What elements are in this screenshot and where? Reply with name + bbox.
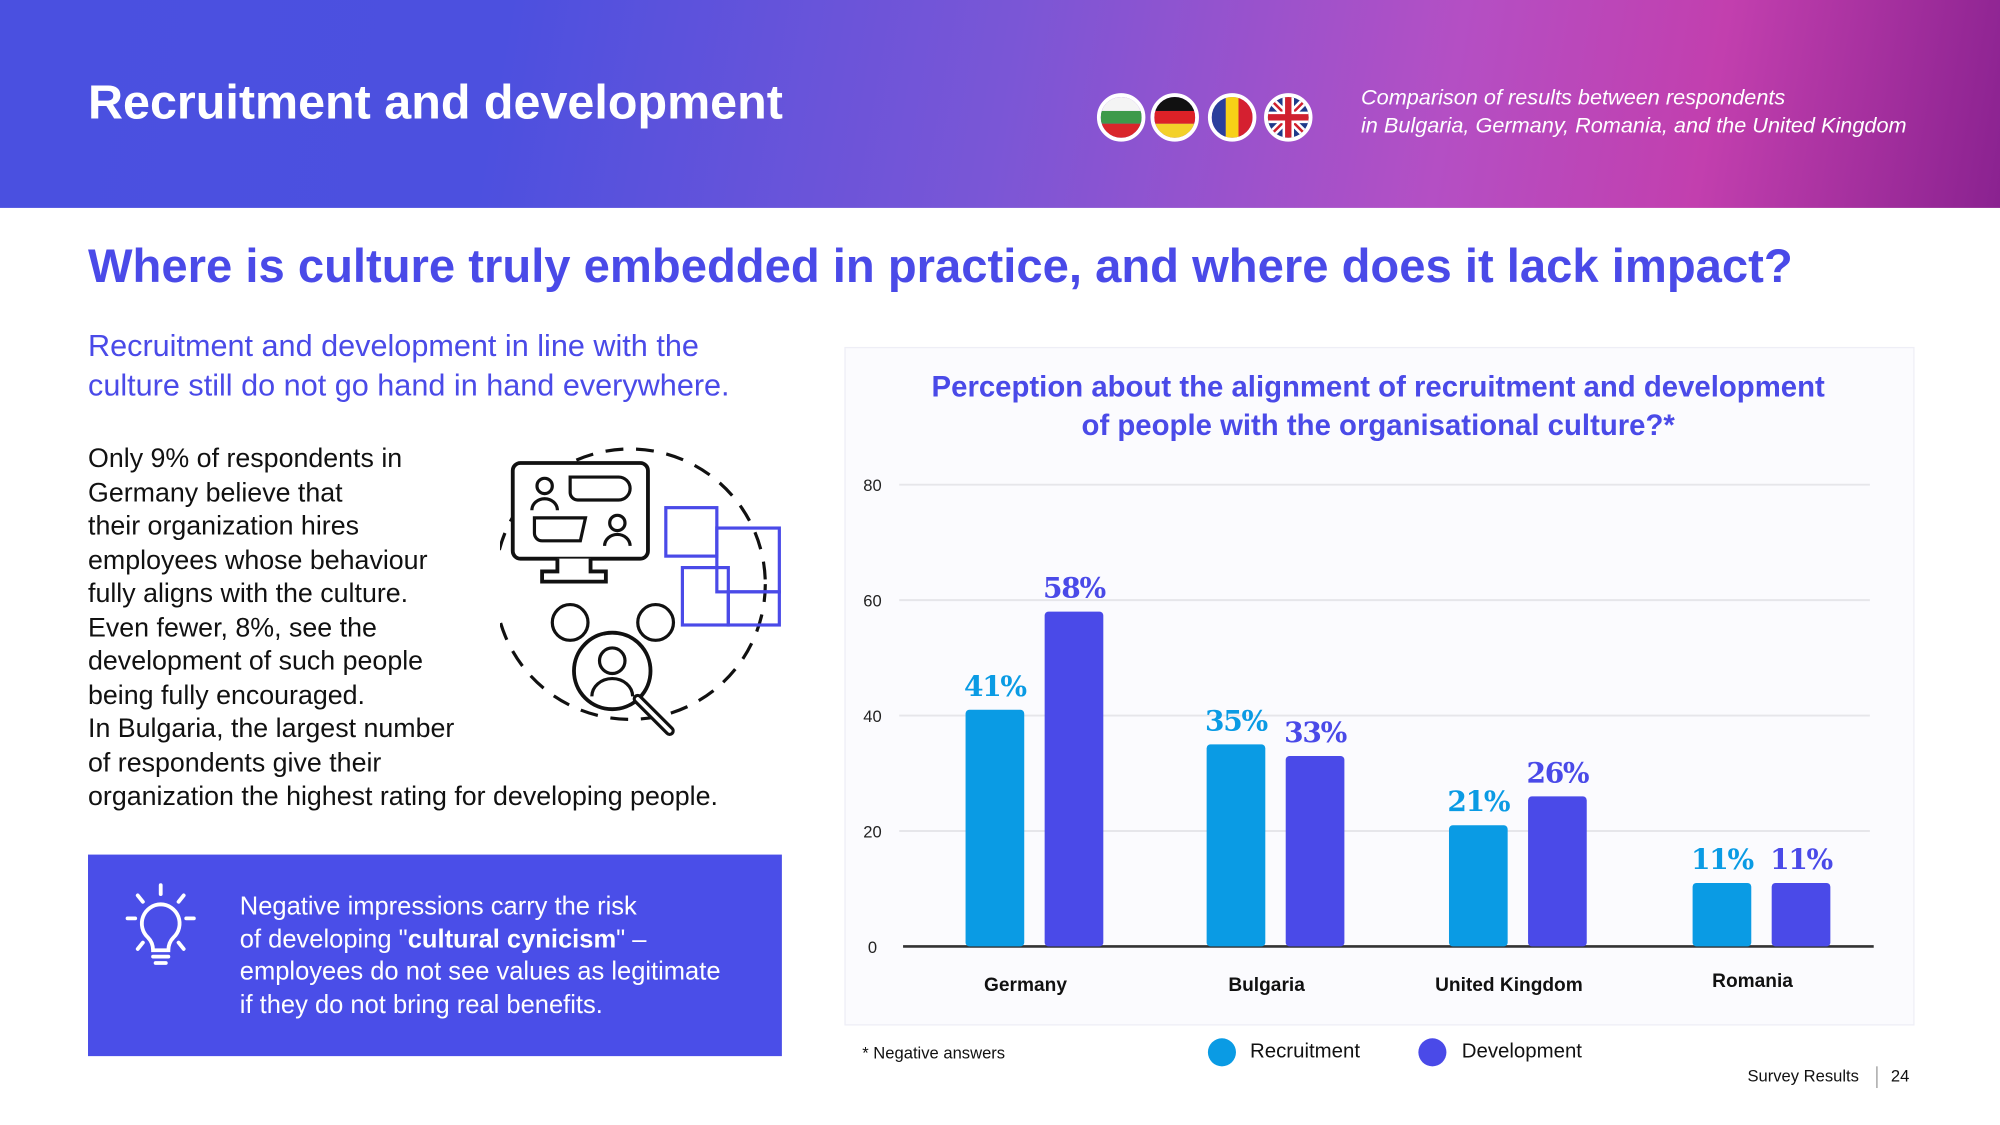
body-line: In Bulgaria, the largest number xyxy=(88,714,455,744)
header-subtitle: Comparison of results between respondent… xyxy=(1361,84,1907,140)
bar-recruitment-romania xyxy=(1692,882,1752,947)
chart-title-line: of people with the organisational cultur… xyxy=(1081,408,1675,442)
bar-recruitment-bulgaria xyxy=(1206,744,1266,947)
data-label: 11% xyxy=(1691,843,1753,876)
page-footer: Survey Results 24 xyxy=(1747,1066,1910,1089)
germany-flag-icon xyxy=(1150,93,1199,142)
callout-line: if they do not bring real benefits. xyxy=(239,990,603,1019)
callout-line: Negative impressions carry the risk xyxy=(239,892,637,921)
bulgaria-flag-icon xyxy=(1096,93,1146,142)
uk-flag-icon xyxy=(1264,93,1313,142)
intro-line: Recruitment and development in line with… xyxy=(88,329,699,364)
x-tick-label: Bulgaria xyxy=(1228,975,1305,996)
callout-text: Negative impressions carry the risk of d… xyxy=(240,892,721,1022)
legend-development-swatch xyxy=(1418,1038,1447,1067)
x-tick-label: United Kingdom xyxy=(1435,975,1583,996)
romania-flag-icon xyxy=(1207,93,1257,142)
body-line: Even fewer, 8%, see the xyxy=(88,612,377,643)
body-text: Only 9% of respondents in Germany believ… xyxy=(88,443,718,815)
chart-title: Perception about the alignment of recrui… xyxy=(844,367,1912,444)
y-tick-label: 0 xyxy=(868,938,877,957)
body-line: being fully encouraged. xyxy=(88,680,366,710)
body-line: Only 9% of respondents in xyxy=(88,443,403,474)
x-tick-label: Germany xyxy=(984,975,1067,996)
data-label: 21% xyxy=(1447,785,1509,818)
subtitle-line: in Bulgaria, Germany, Romania, and the U… xyxy=(1360,113,1907,138)
body-line: development of such people xyxy=(88,646,424,677)
body-line: employees whose behaviour xyxy=(88,545,428,575)
intro-line: culture still do not go hand in hand eve… xyxy=(88,368,730,404)
y-tick-label: 20 xyxy=(863,822,881,841)
bar-development-united-kingdom xyxy=(1528,796,1587,947)
bar-development-romania xyxy=(1771,882,1831,947)
data-label: 33% xyxy=(1284,716,1346,749)
header-banner xyxy=(0,0,2000,208)
intro-text: Recruitment and development in line with… xyxy=(88,327,730,406)
y-tick-label: 40 xyxy=(863,707,881,726)
callout-text-part: of developing " xyxy=(239,925,408,954)
data-label: 58% xyxy=(1043,572,1105,605)
bar-recruitment-united-kingdom xyxy=(1448,825,1508,947)
chart-footnote: * Negative answers xyxy=(862,1043,1006,1063)
body-line: their organization hires xyxy=(88,511,359,541)
recruitment-illustration-icon xyxy=(499,447,781,736)
body-line: organization the highest rating for deve… xyxy=(88,781,718,812)
body-line: fully aligns with the culture. xyxy=(88,579,409,609)
callout-line: employees do not see values as legitimat… xyxy=(239,957,721,986)
legend-development-label: Development xyxy=(1461,1040,1582,1063)
y-tick-label: 80 xyxy=(863,476,881,495)
x-tick-label: Romania xyxy=(1712,971,1793,992)
data-label: 35% xyxy=(1205,704,1267,737)
callout-line: of developing "cultural cynicism" – xyxy=(240,924,721,957)
data-label: 26% xyxy=(1526,756,1588,789)
bar-development-bulgaria xyxy=(1285,755,1345,947)
legend-recruitment-label: Recruitment xyxy=(1249,1040,1361,1063)
y-tick-label: 60 xyxy=(863,592,881,611)
page-title: Recruitment and development xyxy=(88,76,783,131)
lightbulb-icon xyxy=(125,883,196,965)
body-line: of respondents give their xyxy=(88,748,382,778)
data-label: 11% xyxy=(1770,843,1832,876)
callout-text-part: " – xyxy=(616,925,647,954)
bar-recruitment-germany xyxy=(965,709,1025,947)
body-line: Germany believe that xyxy=(88,477,343,508)
callout-box: Negative impressions carry the risk of d… xyxy=(88,854,782,1057)
data-label: 41% xyxy=(964,670,1026,703)
footer-divider xyxy=(1876,1066,1879,1089)
subtitle-line: Comparison of results between respondent… xyxy=(1360,85,1786,110)
bar-development-germany xyxy=(1044,611,1104,947)
footer-label: Survey Results xyxy=(1747,1066,1859,1086)
callout-emphasis: cultural cynicism xyxy=(407,925,617,954)
section-heading: Where is culture truly embedded in pract… xyxy=(88,239,1793,293)
page-number: 24 xyxy=(1890,1066,1910,1086)
legend-recruitment-swatch xyxy=(1207,1038,1236,1067)
chart-title-line: Perception about the alignment of recrui… xyxy=(931,369,1825,404)
